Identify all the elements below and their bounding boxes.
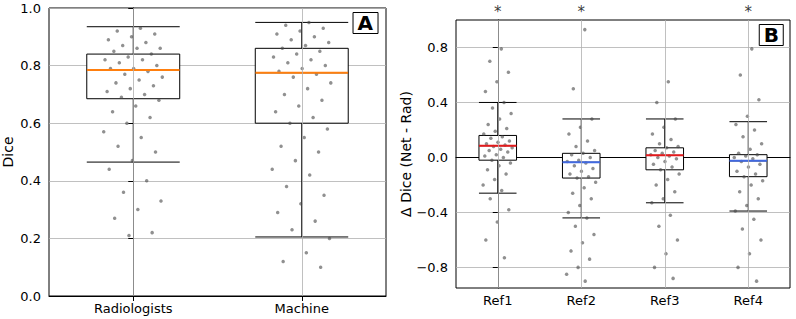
svg-text:0.4: 0.4 bbox=[20, 173, 41, 188]
svg-text:Machine: Machine bbox=[275, 301, 329, 316]
svg-text:0.2: 0.2 bbox=[20, 231, 41, 246]
svg-text:Ref2: Ref2 bbox=[567, 293, 596, 308]
svg-text:Ref3: Ref3 bbox=[650, 293, 679, 308]
svg-text:0.8: 0.8 bbox=[20, 58, 41, 73]
svg-text:0.0: 0.0 bbox=[20, 289, 41, 304]
svg-text:*: * bbox=[578, 3, 586, 21]
svg-text:Ref1: Ref1 bbox=[483, 293, 512, 308]
svg-text:*: * bbox=[494, 3, 502, 21]
svg-text:Δ Dice (Net - Rad): Δ Dice (Net - Rad) bbox=[398, 91, 414, 217]
svg-text:1.0: 1.0 bbox=[20, 1, 41, 16]
svg-text:−0.4: −0.4 bbox=[416, 205, 448, 220]
svg-text:Ref4: Ref4 bbox=[734, 293, 763, 308]
svg-text:0.0: 0.0 bbox=[427, 150, 448, 165]
svg-text:*: * bbox=[745, 3, 753, 21]
svg-text:Radiologists: Radiologists bbox=[94, 301, 173, 316]
svg-text:0.6: 0.6 bbox=[20, 116, 41, 131]
svg-text:0.4: 0.4 bbox=[427, 95, 448, 110]
svg-text:B: B bbox=[764, 23, 779, 47]
svg-text:Dice: Dice bbox=[0, 137, 16, 168]
svg-text:−0.8: −0.8 bbox=[416, 260, 448, 275]
svg-text:0.8: 0.8 bbox=[427, 40, 448, 55]
svg-text:A: A bbox=[358, 11, 374, 35]
